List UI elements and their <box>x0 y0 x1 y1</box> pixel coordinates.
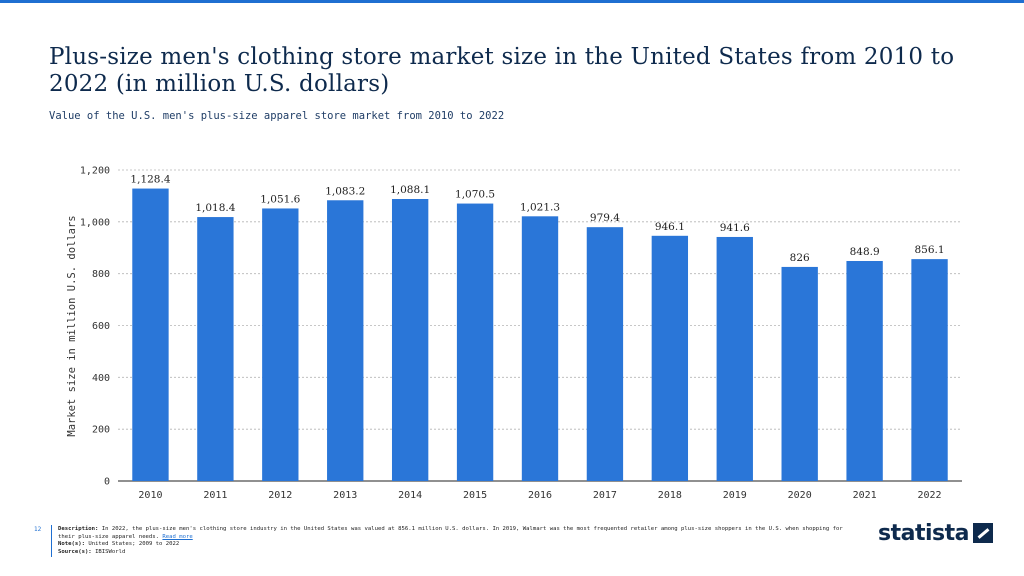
chart-title: Plus-size men's clothing store market si… <box>49 44 955 97</box>
x-tick-label: 2021 <box>853 490 877 501</box>
x-tick-label: 2018 <box>658 490 682 501</box>
page-number: 12 <box>34 526 42 533</box>
x-axis-ticks: 2010 2011 2012 2013 2014 2015 2016 2017 2018 2019… <box>138 490 941 501</box>
data-label: 1,070.5 <box>455 189 495 201</box>
source-text: IBISWorld <box>95 548 126 555</box>
logo-text: statista <box>878 520 969 546</box>
y-axis-label: Market size in million U.S. dollars <box>66 215 78 436</box>
y-tick-label: 0 <box>104 477 110 488</box>
y-tick-label: 800 <box>92 269 110 280</box>
x-tick-label: 2022 <box>917 490 941 501</box>
bar-2011[interactable] <box>197 217 234 481</box>
bar-2010[interactable] <box>132 188 169 481</box>
bar-2013[interactable] <box>327 200 364 481</box>
data-label: 979.4 <box>590 212 620 224</box>
x-tick-label: 2015 <box>463 490 487 501</box>
bar-2016[interactable] <box>521 216 559 481</box>
description: Description: In 2022, the plus-size men'… <box>58 526 848 541</box>
data-label: 1,088.1 <box>390 184 430 196</box>
x-tick-label: 2010 <box>138 490 162 501</box>
read-more-link[interactable]: Read more <box>162 533 193 540</box>
value-labels: 1,128.4 1,018.4 1,051.6 1,083.2 1,088.1 1,070… <box>130 174 944 264</box>
chart-subtitle: Value of the U.S. men's plus-size appare… <box>49 110 505 122</box>
y-tick-label: 1,000 <box>80 217 110 228</box>
bar-2018[interactable] <box>651 235 689 481</box>
bar-2015[interactable] <box>456 203 494 482</box>
bar-2019[interactable] <box>716 236 753 481</box>
y-tick-label: 1,200 <box>80 166 110 177</box>
data-label: 848.9 <box>850 246 880 258</box>
bar-2012[interactable] <box>262 208 299 481</box>
x-tick-label: 2013 <box>333 490 357 501</box>
data-label: 1,051.6 <box>260 193 300 205</box>
data-label: 856.1 <box>915 244 945 256</box>
x-tick-label: 2020 <box>788 490 812 501</box>
footer-text: Description: In 2022, the plus-size men'… <box>58 526 848 556</box>
x-tick-label: 2017 <box>593 490 617 501</box>
statista-logo[interactable]: statista <box>878 520 993 546</box>
x-tick-label: 2016 <box>528 490 552 501</box>
x-tick-label: 2014 <box>398 490 422 501</box>
footer-divider <box>51 525 52 557</box>
bar-2022[interactable] <box>911 259 948 481</box>
bars <box>132 188 948 482</box>
note-text: United States; 2009 to 2022 <box>88 541 180 547</box>
x-tick-label: 2012 <box>268 490 292 501</box>
data-label: 1,018.4 <box>195 202 235 214</box>
data-label: 946.1 <box>655 221 685 233</box>
y-tick-label: 200 <box>92 425 110 436</box>
bar-2014[interactable] <box>391 199 429 482</box>
y-tick-label: 600 <box>92 321 110 332</box>
description-label: Description: <box>58 526 99 532</box>
bar-2017[interactable] <box>586 227 624 481</box>
x-tick-label: 2011 <box>203 490 227 501</box>
bar-2020[interactable] <box>781 266 818 481</box>
data-label: 1,128.4 <box>130 174 170 186</box>
bar-chart: 1,128.4 1,018.4 1,051.6 1,083.2 1,088.1 1,070… <box>66 166 962 501</box>
data-label: 941.6 <box>720 222 750 234</box>
bar-2021[interactable] <box>846 260 883 481</box>
source: Source(s): IBISWorld <box>58 549 848 557</box>
top-accent-rule <box>0 0 1024 3</box>
x-tick-label: 2019 <box>723 490 747 501</box>
description-text: In 2022, the plus-size men's clothing st… <box>58 526 843 540</box>
source-label: Source(s): <box>58 548 92 555</box>
data-label: 826 <box>790 252 810 264</box>
y-axis-ticks: 0 200 400 600 800 1,000 1,200 <box>80 166 110 488</box>
y-tick-label: 400 <box>92 373 110 384</box>
note-label: Note(s): <box>58 541 85 547</box>
data-label: 1,021.3 <box>520 201 560 213</box>
logo-mark-icon <box>972 523 993 543</box>
data-label: 1,083.2 <box>325 185 365 197</box>
note: Note(s): United States; 2009 to 2022 <box>58 541 848 549</box>
